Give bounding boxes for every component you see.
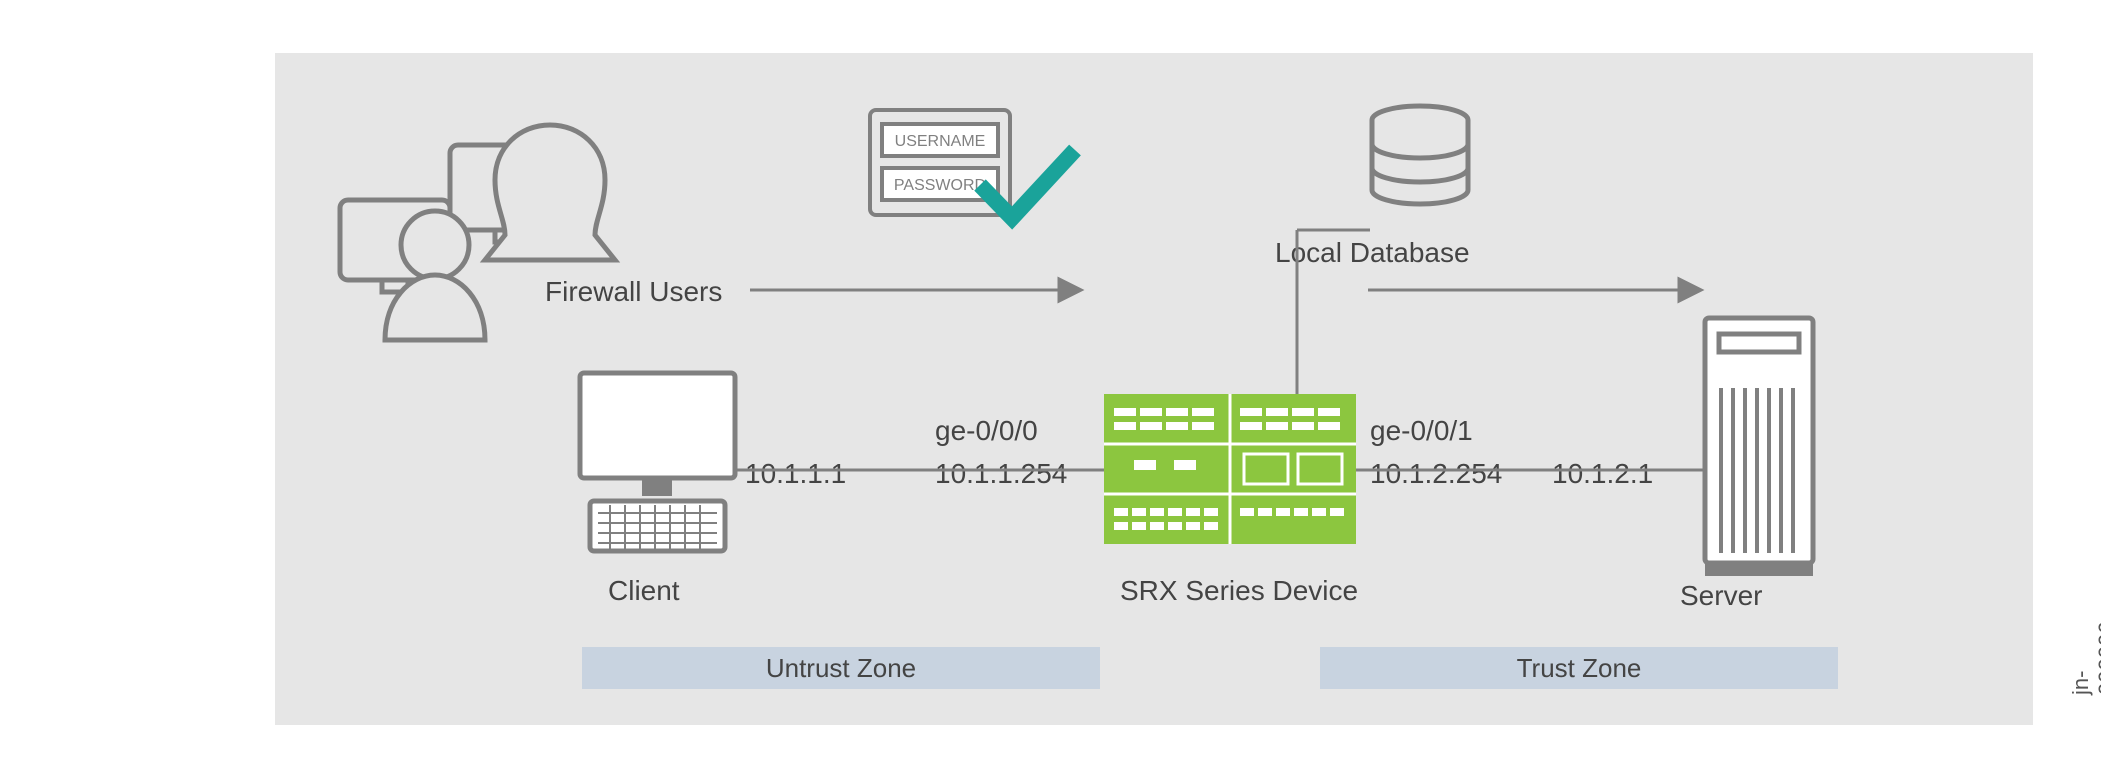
username-field-label: USERNAME [895, 133, 986, 150]
database-icon [1372, 106, 1468, 204]
users-icon [340, 125, 615, 340]
password-field-label: PASSWORD [894, 177, 986, 194]
diagram-svg: USERNAME PASSWORD [0, 0, 2101, 765]
srx-device-icon [1104, 394, 1356, 544]
server-icon [1705, 318, 1813, 576]
client-pc-icon [580, 373, 735, 551]
